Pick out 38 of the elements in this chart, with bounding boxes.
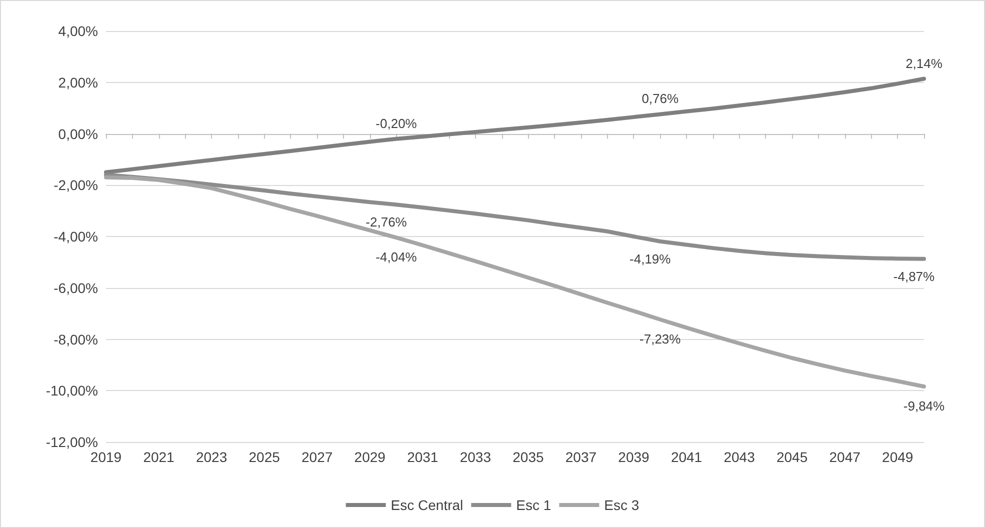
data-label: -0,20% <box>376 116 418 131</box>
line-series <box>104 76 926 174</box>
x-tick-label: 2033 <box>460 449 492 465</box>
data-label: 2,14% <box>906 56 943 71</box>
data-label: -4,19% <box>630 251 672 266</box>
y-tick-label: 2,00% <box>58 74 98 90</box>
x-tick-label: 2021 <box>143 449 175 465</box>
data-label: -4,04% <box>376 250 418 265</box>
y-tick-label: -8,00% <box>54 331 98 348</box>
y-tick-label: 0,00% <box>58 126 98 142</box>
x-tick-label: 2047 <box>829 449 861 465</box>
data-label: -4,87% <box>893 268 936 284</box>
y-tick-label: -4,00% <box>54 228 98 244</box>
x-tick-label: 2023 <box>196 449 228 465</box>
legend-label: Esc Central <box>390 497 464 513</box>
y-tick-label: -12,00% <box>46 434 98 450</box>
x-tick-label: 2027 <box>302 449 333 465</box>
x-tick-label: 2037 <box>565 449 597 465</box>
data-label: -9,84% <box>903 398 946 414</box>
legend-label: Esc 1 <box>516 497 552 513</box>
data-label: 0,76% <box>642 91 679 106</box>
y-tick-label: -2,00% <box>54 177 98 194</box>
y-tick-label: -10,00% <box>46 382 98 399</box>
x-tick-label: 2025 <box>248 449 280 465</box>
y-tick-label: -6,00% <box>54 280 98 296</box>
legend-label: Esc 3 <box>604 497 640 513</box>
data-label: -7,23% <box>640 331 682 346</box>
x-tick-label: 2045 <box>776 449 808 465</box>
x-tick-label: 2035 <box>512 449 544 465</box>
x-tick-label: 2029 <box>354 449 386 465</box>
x-tick-label: 2049 <box>882 449 914 465</box>
y-tick-label: 4,00% <box>58 23 98 39</box>
x-tick-label: 2043 <box>724 449 756 465</box>
x-tick-label: 2041 <box>670 449 702 465</box>
x-tick-label: 2019 <box>90 449 122 465</box>
x-tick-label: 2039 <box>618 449 650 465</box>
data-label: -2,76% <box>366 214 408 230</box>
x-tick-label: 2031 <box>407 449 438 465</box>
